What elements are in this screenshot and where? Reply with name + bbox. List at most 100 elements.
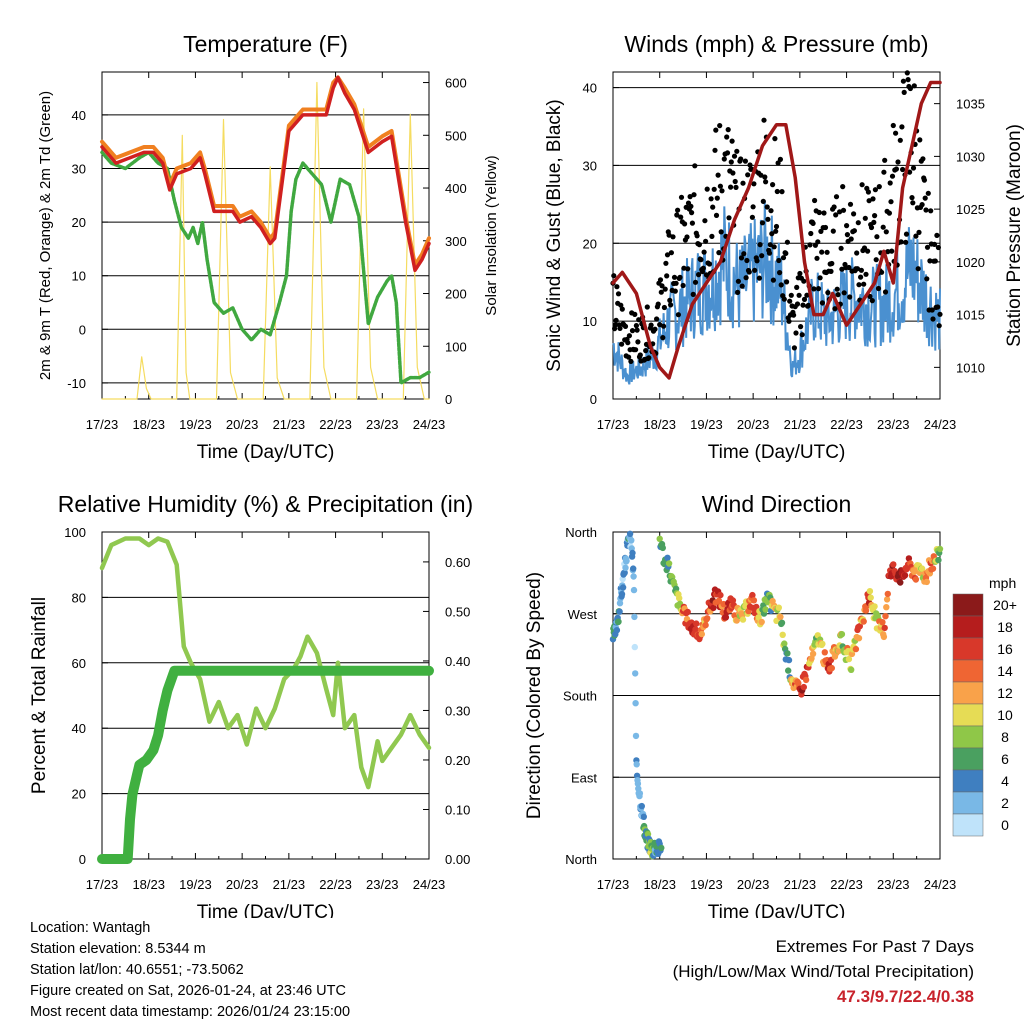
gust-point: [672, 288, 678, 294]
gust-point: [704, 186, 710, 192]
gust-point: [728, 159, 734, 165]
gust-point: [936, 323, 942, 329]
gust-point: [932, 258, 938, 264]
gust-point: [818, 228, 824, 234]
y-tick-label: -10: [67, 376, 86, 391]
series-wind: [612, 200, 941, 385]
gust-point: [626, 333, 633, 339]
gust-point: [761, 117, 767, 123]
direction-point: [883, 604, 890, 611]
series-solar: [101, 81, 430, 400]
gust-point: [733, 184, 739, 190]
gust-point: [726, 215, 732, 221]
gust-point: [928, 208, 934, 214]
gust-point: [728, 184, 734, 190]
direction-point: [881, 624, 888, 632]
gust-point: [690, 291, 696, 297]
y2-axis-label: Station Pressure (Maroon): [1004, 124, 1024, 347]
gust-point: [713, 127, 719, 133]
gust-point: [935, 244, 942, 251]
x-tick-label: 21/23: [784, 417, 817, 432]
gust-point: [643, 348, 649, 354]
direction-point: [819, 640, 826, 648]
gust-point: [821, 210, 827, 216]
gust-point: [781, 296, 787, 302]
gust-point: [662, 286, 668, 292]
gust-point: [931, 241, 938, 247]
extremes-box: Extremes For Past 7 Days (High/Low/Max W…: [673, 934, 974, 1009]
direction-point: [880, 633, 888, 641]
x-tick-label: 18/23: [643, 877, 676, 892]
x-tick-label: 19/23: [690, 877, 723, 892]
gust-point: [794, 301, 801, 307]
gust-point: [805, 302, 812, 308]
gust-point: [865, 189, 872, 195]
gust-point: [668, 302, 674, 308]
gust-point: [689, 210, 695, 216]
gust-point: [924, 244, 931, 250]
legend-title: mph: [989, 575, 1016, 591]
y-tick-label: South: [563, 689, 597, 704]
gust-point: [919, 202, 925, 208]
direction-point: [618, 590, 626, 598]
gust-point: [872, 187, 879, 193]
gust-point: [682, 221, 688, 227]
gust-point: [701, 249, 707, 255]
gust-point: [874, 234, 880, 240]
station-info: Location: Wantagh Station elevation: 8.5…: [30, 918, 350, 1023]
gust-point: [883, 229, 889, 235]
legend-swatch: [952, 681, 984, 705]
direction-point: [749, 591, 756, 599]
y-tick-label: 20: [72, 215, 86, 230]
gust-point: [881, 169, 887, 175]
direction-point: [856, 623, 863, 630]
y-tick-label: 0: [79, 322, 86, 337]
direction-point: [785, 656, 793, 664]
gust-point: [637, 352, 643, 358]
gust-point: [773, 223, 780, 230]
legend-swatch: [952, 769, 984, 793]
x-tick-label: 17/23: [86, 877, 119, 892]
gust-point: [924, 276, 930, 282]
gust-point: [862, 215, 868, 221]
chart-title: Relative Humidity (%) & Precipitation (i…: [58, 491, 473, 517]
direction-point: [630, 586, 638, 594]
legend-label: 0: [1001, 817, 1009, 833]
direction-point: [644, 830, 652, 838]
station-location: Location: Wantagh: [30, 920, 151, 936]
gust-point: [745, 172, 751, 178]
gust-point: [685, 266, 691, 272]
gust-point: [882, 289, 889, 295]
direction-point: [852, 645, 860, 653]
gust-point: [696, 242, 703, 248]
x-tick-label: 23/23: [366, 877, 399, 892]
gust-point: [791, 312, 797, 318]
gust-point: [709, 233, 715, 239]
gust-point: [848, 236, 854, 242]
y2-tick-label: 1025: [956, 202, 985, 217]
direction-point: [621, 569, 628, 576]
direction-point: [929, 565, 937, 572]
gust-point: [861, 281, 867, 287]
gust-point: [738, 156, 744, 162]
gust-point: [811, 286, 817, 292]
gust-point: [725, 127, 731, 133]
gust-point: [692, 279, 699, 285]
gust-point: [763, 179, 769, 185]
gust-point: [674, 212, 680, 218]
direction-point: [871, 603, 878, 610]
gust-point: [898, 239, 904, 245]
direction-point: [884, 590, 891, 598]
legend-label: 4: [1001, 773, 1009, 789]
direction-point: [638, 802, 645, 810]
gust-point: [816, 209, 822, 216]
direction-point: [659, 544, 666, 552]
gust-point: [828, 268, 834, 274]
gust-point: [706, 261, 713, 267]
y2-tick-label: 0.20: [445, 753, 470, 768]
gust-point: [646, 355, 652, 361]
gust-point: [760, 198, 766, 204]
gust-point: [721, 156, 727, 162]
extremes-title: Extremes For Past 7 Days: [775, 937, 974, 956]
direction-point: [636, 790, 644, 797]
